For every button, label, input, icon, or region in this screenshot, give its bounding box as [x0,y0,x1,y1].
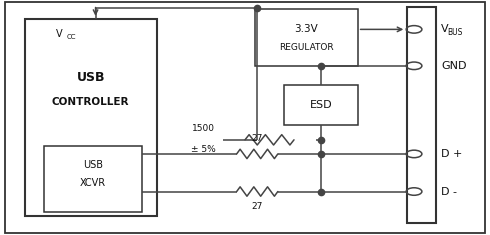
FancyBboxPatch shape [24,19,157,216]
Text: GND: GND [441,61,466,71]
FancyBboxPatch shape [255,9,358,66]
Text: ± 5%: ± 5% [191,145,216,154]
Text: CONTROLLER: CONTROLLER [52,97,129,107]
Text: REGULATOR: REGULATOR [279,43,334,51]
Text: CC: CC [66,34,75,40]
Text: 3.3V: 3.3V [294,24,318,34]
Text: 27: 27 [251,134,263,143]
FancyBboxPatch shape [284,85,358,125]
Text: V: V [56,29,63,39]
Text: V: V [441,24,449,34]
Text: D +: D + [441,149,463,159]
Text: USB: USB [76,71,105,84]
Text: XCVR: XCVR [80,178,106,188]
FancyBboxPatch shape [5,2,485,233]
Text: 1500: 1500 [192,124,215,133]
Text: 27: 27 [251,202,263,211]
Text: ESD: ESD [310,100,332,110]
FancyBboxPatch shape [407,7,436,223]
FancyBboxPatch shape [44,146,142,212]
Text: USB: USB [83,160,103,169]
Text: BUS: BUS [447,28,462,37]
Text: D -: D - [441,187,457,196]
